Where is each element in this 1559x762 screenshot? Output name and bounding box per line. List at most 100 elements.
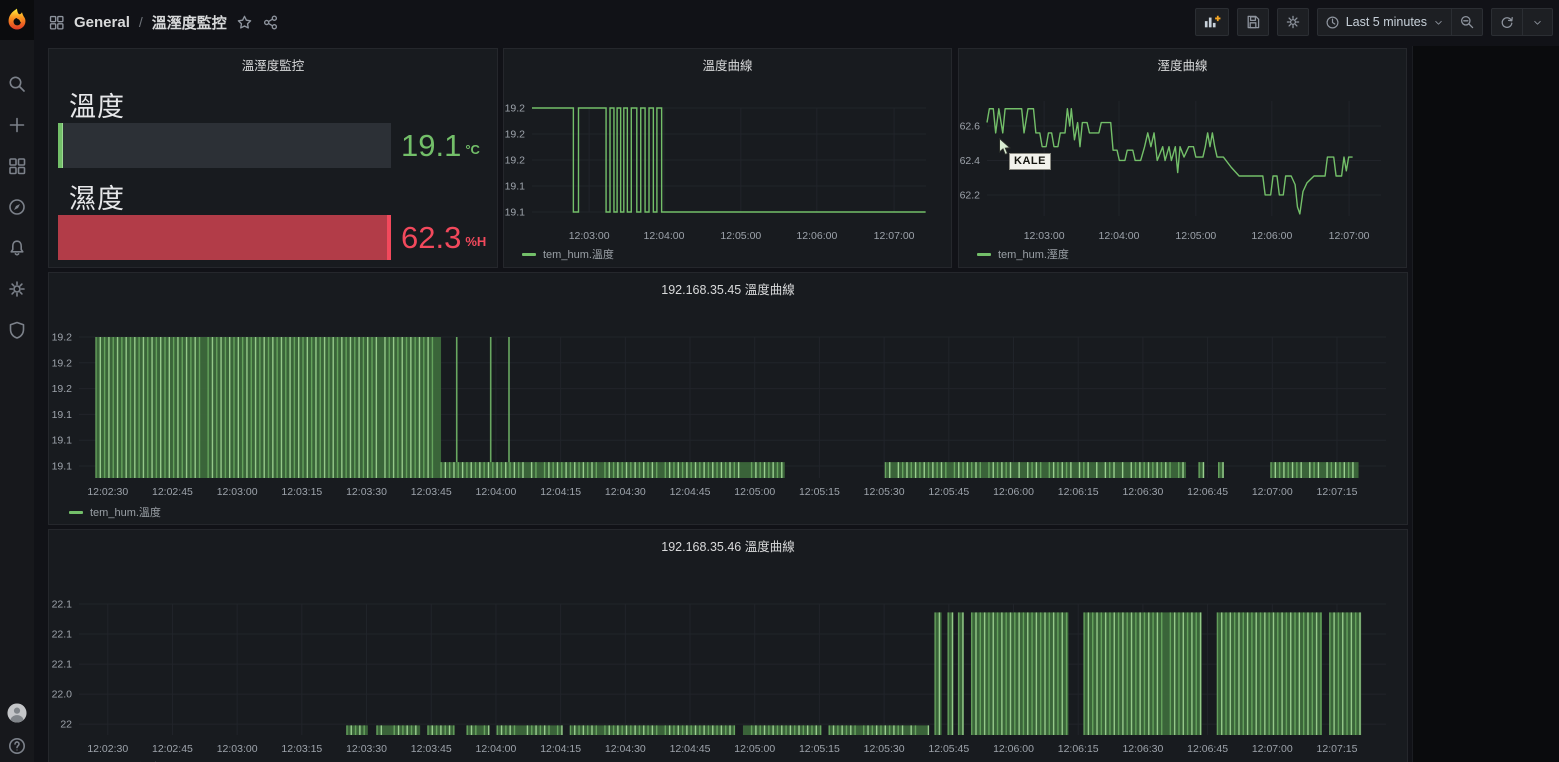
svg-text:12:05:30: 12:05:30 bbox=[864, 486, 905, 498]
grafana-flame-icon bbox=[8, 8, 26, 30]
legend-label: tem_hum.溼度 bbox=[998, 249, 1069, 261]
svg-text:12:03:00: 12:03:00 bbox=[217, 743, 258, 755]
humidity-number: 62.3 bbox=[401, 219, 462, 255]
add-panel-icon bbox=[1204, 15, 1221, 28]
grafana-logo[interactable] bbox=[0, 0, 34, 40]
legend-series-color bbox=[69, 510, 83, 514]
alerting-bell-icon[interactable] bbox=[7, 238, 27, 258]
help-icon[interactable] bbox=[7, 736, 27, 756]
explore-compass-icon[interactable] bbox=[7, 197, 27, 217]
svg-text:12:07:00: 12:07:00 bbox=[1252, 743, 1293, 755]
svg-text:12:06:30: 12:06:30 bbox=[1122, 743, 1163, 755]
svg-text:12:06:15: 12:06:15 bbox=[1058, 486, 1099, 498]
svg-text:19.2: 19.2 bbox=[505, 155, 526, 167]
panel-title[interactable]: 192.168.35.46 溫度曲線 bbox=[661, 540, 795, 554]
svg-text:12:05:00: 12:05:00 bbox=[734, 486, 775, 498]
svg-text:12:06:30: 12:06:30 bbox=[1122, 486, 1163, 498]
dashboard-toolbar: Last 5 minutes bbox=[1194, 8, 1553, 36]
panel-title[interactable]: 溫溼度監控 bbox=[241, 59, 305, 73]
svg-text:62.6: 62.6 bbox=[960, 121, 981, 133]
panel-host46-temp-curve: 192.168.35.46 溫度曲線 12:02:30 12:02:45 12:03… bbox=[48, 529, 1408, 762]
panel-host45-temp-curve: 192.168.35.45 溫度曲線 12:02:30 12:02:45 12:03… bbox=[48, 272, 1408, 525]
svg-text:12:06:45: 12:06:45 bbox=[1187, 743, 1228, 755]
time-range-picker[interactable]: Last 5 minutes bbox=[1316, 8, 1452, 36]
cursor-arrow-icon bbox=[999, 137, 1012, 156]
user-avatar[interactable] bbox=[7, 703, 27, 723]
svg-text:19.1: 19.1 bbox=[505, 207, 526, 219]
svg-text:12:05:45: 12:05:45 bbox=[928, 486, 969, 498]
breadcrumb-dashboard-title[interactable]: 溫溼度監控 bbox=[151, 14, 227, 32]
svg-text:12:05:00: 12:05:00 bbox=[1175, 230, 1216, 242]
svg-text:19.1: 19.1 bbox=[52, 461, 73, 473]
svg-text:12:03:15: 12:03:15 bbox=[281, 743, 322, 755]
refresh-button[interactable] bbox=[1491, 8, 1523, 36]
panel-title[interactable]: 溼度曲線 bbox=[1157, 59, 1208, 73]
gear-icon bbox=[1286, 15, 1299, 29]
avatar-icon bbox=[7, 703, 27, 723]
svg-text:62.2: 62.2 bbox=[960, 189, 981, 201]
svg-text:12:04:00: 12:04:00 bbox=[475, 743, 516, 755]
star-icon[interactable] bbox=[236, 14, 253, 31]
time-controls: Last 5 minutes bbox=[1316, 8, 1483, 36]
svg-text:12:04:15: 12:04:15 bbox=[540, 743, 581, 755]
svg-text:12:04:30: 12:04:30 bbox=[605, 486, 646, 498]
svg-text:19.2: 19.2 bbox=[505, 129, 526, 141]
server-admin-shield-icon[interactable] bbox=[7, 320, 27, 340]
refresh-interval-dropdown[interactable] bbox=[1523, 8, 1553, 36]
add-icon[interactable] bbox=[7, 115, 27, 135]
refresh-controls bbox=[1491, 8, 1553, 36]
breadcrumb-folder[interactable]: General bbox=[74, 13, 130, 31]
configuration-gear-icon[interactable] bbox=[7, 279, 27, 299]
svg-text:12:03:00: 12:03:00 bbox=[1024, 230, 1065, 242]
legend-series-color bbox=[977, 252, 991, 256]
svg-text:12:05:45: 12:05:45 bbox=[928, 743, 969, 755]
svg-text:12:03:30: 12:03:30 bbox=[346, 743, 387, 755]
legend-item[interactable]: tem_hum.溫度 bbox=[69, 504, 161, 520]
svg-text:12:02:45: 12:02:45 bbox=[152, 743, 193, 755]
svg-text:12:03:45: 12:03:45 bbox=[411, 743, 452, 755]
humidity-bar-gauge bbox=[58, 215, 391, 260]
svg-text:19.1: 19.1 bbox=[52, 435, 73, 447]
legend-item[interactable]: tem_hum.溫度 bbox=[522, 246, 614, 262]
panel-title[interactable]: 192.168.35.45 溫度曲線 bbox=[661, 283, 795, 297]
legend-series-color bbox=[522, 252, 536, 256]
svg-text:12:05:30: 12:05:30 bbox=[864, 743, 905, 755]
search-icon[interactable] bbox=[7, 74, 27, 94]
time-range-label: Last 5 minutes bbox=[1345, 15, 1427, 29]
legend-label: tem_hum.溫度 bbox=[90, 507, 161, 519]
svg-text:19.2: 19.2 bbox=[52, 357, 73, 369]
host45-temp-chart[interactable]: 12:02:30 12:02:45 12:03:00 12:03:15 12:03:30… bbox=[49, 273, 1407, 524]
svg-text:12:06:00: 12:06:00 bbox=[993, 486, 1034, 498]
svg-text:19.1: 19.1 bbox=[52, 409, 73, 421]
panel-title[interactable]: 溫度曲線 bbox=[702, 59, 753, 73]
svg-text:12:05:15: 12:05:15 bbox=[799, 743, 840, 755]
svg-text:12:05:00: 12:05:00 bbox=[720, 230, 761, 242]
svg-text:12:02:30: 12:02:30 bbox=[87, 743, 128, 755]
svg-text:12:07:15: 12:07:15 bbox=[1317, 743, 1358, 755]
clock-icon bbox=[1326, 16, 1339, 28]
svg-text:12:04:45: 12:04:45 bbox=[670, 743, 711, 755]
breadcrumb: General / 溫溼度監控 bbox=[48, 12, 279, 33]
hum-curve-chart[interactable]: 12:03:00 12:04:00 12:05:00 12:06:00 12:07:00… bbox=[959, 49, 1406, 267]
svg-text:12:02:45: 12:02:45 bbox=[152, 486, 193, 498]
humidity-label: 濕度 bbox=[69, 184, 125, 214]
host46-temp-chart[interactable]: 12:02:30 12:02:45 12:03:00 12:03:15 12:03:30… bbox=[49, 530, 1407, 762]
svg-text:22.0: 22.0 bbox=[52, 689, 73, 701]
add-panel-button[interactable] bbox=[1194, 8, 1229, 36]
temp-curve-chart[interactable]: 12:03:00 12:04:00 12:05:00 12:06:00 12:07:00… bbox=[504, 49, 951, 267]
svg-text:19.2: 19.2 bbox=[52, 383, 73, 395]
legend-item[interactable]: tem_hum.溼度 bbox=[977, 246, 1069, 262]
apps-grid-icon[interactable] bbox=[48, 14, 65, 31]
save-dashboard-button[interactable] bbox=[1236, 8, 1269, 36]
svg-text:12:04:30: 12:04:30 bbox=[605, 743, 646, 755]
share-icon[interactable] bbox=[262, 14, 279, 31]
temperature-unit: °C bbox=[465, 142, 480, 157]
svg-text:19.1: 19.1 bbox=[505, 181, 526, 193]
mouse-cursor: KALE bbox=[998, 137, 1051, 170]
svg-text:12:04:45: 12:04:45 bbox=[670, 486, 711, 498]
dashboard-settings-button[interactable] bbox=[1276, 8, 1309, 36]
svg-text:12:07:00: 12:07:00 bbox=[874, 230, 915, 242]
zoom-out-time-button[interactable] bbox=[1452, 8, 1483, 36]
svg-text:12:05:15: 12:05:15 bbox=[799, 486, 840, 498]
dashboards-icon[interactable] bbox=[7, 156, 27, 176]
